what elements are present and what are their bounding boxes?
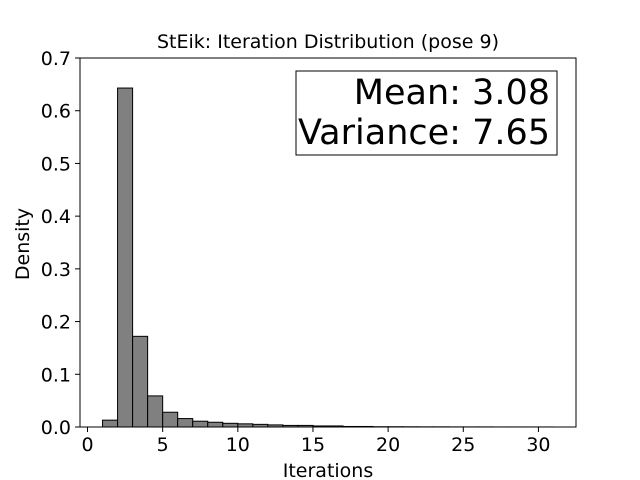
histogram-bar — [132, 335, 149, 428]
histogram-bar — [117, 87, 134, 428]
y-tick-label: 0.1 — [41, 364, 71, 386]
mean-text: Mean: 3.08 — [354, 73, 550, 113]
histogram-bar — [177, 418, 194, 428]
x-tick-label: 15 — [301, 434, 325, 456]
histogram-bar — [102, 419, 119, 428]
chart-title: StEik: Iteration Distribution (pose 9) — [157, 31, 499, 53]
x-tick-label: 10 — [226, 434, 250, 456]
histogram-bar — [147, 395, 164, 428]
x-tick-label: 20 — [376, 434, 400, 456]
x-tick-label: 25 — [451, 434, 475, 456]
histogram-bar — [192, 420, 209, 428]
x-axis-label: Iterations — [283, 460, 374, 480]
stats-annotation-box: Mean: 3.08 Variance: 7.65 — [295, 70, 558, 156]
y-tick-label: 0.3 — [41, 259, 71, 281]
x-tick-label: 5 — [157, 434, 169, 456]
x-tick-label: 30 — [526, 434, 550, 456]
histogram-bar — [207, 421, 224, 428]
stats-box-frame — [295, 70, 558, 156]
x-axis-ticks: 0 5 10 15 20 25 30 — [81, 427, 551, 456]
y-axis-ticks: 0.0 0.1 0.2 0.3 0.4 0.5 0.6 0.7 — [41, 48, 80, 439]
histogram-bars — [102, 87, 554, 428]
y-tick-label: 0.5 — [41, 153, 71, 175]
plot-area-frame — [79, 57, 577, 428]
y-tick-label: 0.0 — [41, 417, 71, 439]
y-tick-label: 0.6 — [41, 101, 71, 123]
y-tick-label: 0.2 — [41, 312, 71, 334]
variance-text: Variance: 7.65 — [298, 113, 550, 153]
y-tick-label: 0.4 — [41, 206, 71, 228]
y-tick-label: 0.7 — [41, 48, 71, 70]
histogram-bar — [162, 411, 179, 428]
x-tick-label: 0 — [81, 434, 93, 456]
y-axis-label: Density — [12, 208, 34, 280]
histogram-bar — [222, 422, 239, 428]
